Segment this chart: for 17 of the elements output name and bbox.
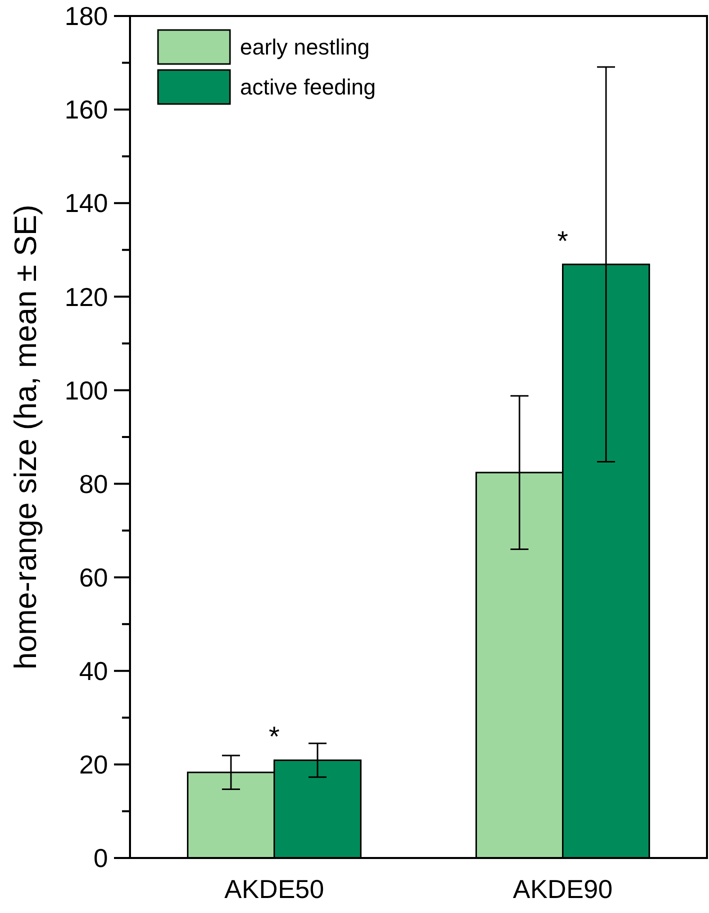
annotation: *: [557, 225, 568, 256]
x-tick-label: AKDE90: [512, 874, 613, 904]
y-tick-label: 20: [79, 750, 108, 780]
x-tick-label: AKDE50: [224, 874, 324, 904]
y-tick-label: 120: [64, 282, 108, 312]
y-tick-label: 0: [94, 843, 108, 874]
y-tick-label: 60: [79, 562, 108, 592]
y-tick-label: 80: [79, 468, 108, 499]
y-tick-label: 100: [64, 375, 108, 406]
y-tick-label: 160: [64, 94, 108, 125]
y-tick-label: 180: [64, 1, 108, 32]
legend-label: early nestling: [240, 34, 370, 60]
y-tick-label: 140: [64, 188, 108, 218]
annotation: *: [268, 721, 280, 752]
legend-label: active feeding: [240, 74, 376, 100]
y-tick-label: 40: [79, 656, 108, 686]
y-axis-title: home-range size (ha, mean ± SE): [8, 204, 43, 670]
